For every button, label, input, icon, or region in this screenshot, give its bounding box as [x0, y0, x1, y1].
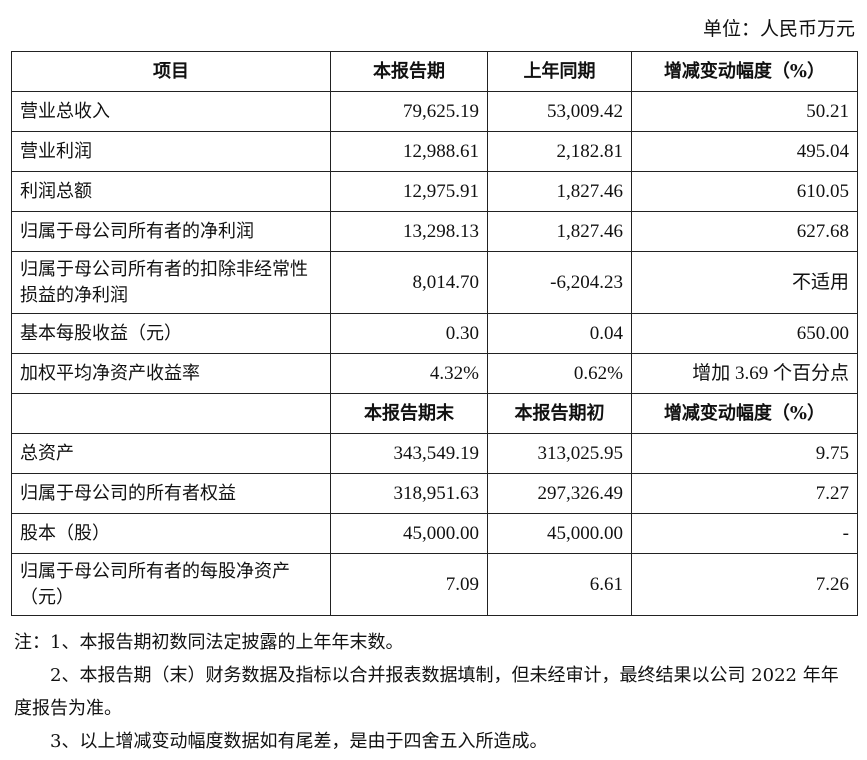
table-row: 股本（股） 45,000.00 45,000.00- [11, 513, 858, 554]
table-row: 归属于母公司所有者的扣除非经常性损益的净利润 8,014.70 -6,204.23 不… [11, 251, 858, 314]
cell-value: - [631, 513, 858, 554]
cell-value: 13,298.13 [330, 211, 488, 252]
column-header [11, 393, 331, 434]
cell-value: 313,025.95 [487, 433, 632, 474]
cell-value: 0.30 [330, 313, 488, 354]
cell-value: 0.04 [487, 313, 632, 354]
cell-value: 79,625.19 [330, 91, 488, 132]
table-row: 归属于母公司所有者的每股净资产（元） 7.09 6.61 7.26 [11, 553, 858, 616]
column-header: 项目 [11, 51, 331, 92]
row-label: 基本每股收益（元） [11, 313, 331, 354]
cell-value: 50.21 [631, 91, 858, 132]
column-header: 本报告期 [330, 51, 488, 92]
cell-value: 45,000.00 [330, 513, 488, 554]
cell-value: 12,988.61 [330, 131, 488, 172]
cell-value: 1,827.46 [487, 211, 632, 252]
cell-value: 495.04 [631, 131, 858, 172]
unit-label: 单位：人民币万元 [702, 18, 855, 40]
cell-value: 8,014.70 [330, 251, 488, 314]
row-label: 归属于母公司的所有者权益 [11, 473, 331, 514]
cell-value: 7.09 [330, 553, 488, 616]
note-1: 注：1、本报告期初数同法定披露的上年年末数。 [14, 632, 404, 653]
row-label: 股本（股） [11, 513, 331, 554]
column-header: 增减变动幅度（%） [631, 393, 858, 434]
financial-table: 项目 本报告期 上年同期 增减变动幅度（%） 营业总收入 79,625.19 53,009.… [11, 51, 858, 616]
table-row: 营业利润 12,988.61 2,182.81 495.04 [11, 131, 858, 172]
cell-value: 7.26 [631, 553, 858, 616]
row-label: 营业总收入 [11, 91, 331, 132]
cell-value: 343,549.19 [330, 433, 488, 474]
cell-value: 1,827.46 [487, 171, 632, 212]
cell-value: 45,000.00 [487, 513, 632, 554]
cell-value: 12,975.91 [330, 171, 488, 212]
note-2: 2、本报告期（末）财务数据及指标以合并报表数据填制，但未经审计，最终结果以公司 … [14, 665, 839, 719]
cell-value: 4.32% [330, 353, 488, 394]
table-row: 加权平均净资产收益率 4.32% 0.62% 增加 3.69 个百分点 [11, 353, 858, 394]
cell-value: 7.27 [631, 473, 858, 514]
column-header: 本报告期末 [330, 393, 488, 434]
note-3: 3、以上增减变动幅度数据如有尾差，是由于四舍五入所造成。 [50, 731, 548, 752]
cell-value: -6,204.23 [487, 251, 632, 314]
table-row: 归属于母公司所有者的净利润 13,298.13 1,827.46 627.68 [11, 211, 858, 252]
column-header: 本报告期初 [487, 393, 632, 434]
row-label: 加权平均净资产收益率 [11, 353, 331, 394]
cell-value: 297,326.49 [487, 473, 632, 514]
row-label: 利润总额 [11, 171, 331, 212]
row-label: 营业利润 [11, 131, 331, 172]
cell-value: 610.05 [631, 171, 858, 212]
cell-value: 增加 3.69 个百分点 [631, 353, 858, 394]
table-header-row: 项目 本报告期 上年同期 增减变动幅度（%） [11, 51, 858, 92]
column-header: 增减变动幅度（%） [631, 51, 858, 92]
cell-value: 53,009.42 [487, 91, 632, 132]
cell-value: 318,951.63 [330, 473, 488, 514]
cell-value: 0.62% [487, 353, 632, 394]
table-header-row: 本报告期末 本报告期初 增减变动幅度（%） [11, 393, 858, 434]
column-header: 上年同期 [487, 51, 632, 92]
table-row: 营业总收入 79,625.19 53,009.42 50.21 [11, 91, 858, 132]
cell-value: 不适用 [631, 251, 858, 314]
cell-value: 6.61 [487, 553, 632, 616]
row-label: 归属于母公司所有者的扣除非经常性损益的净利润 [11, 251, 331, 314]
row-label: 归属于母公司所有者的每股净资产（元） [11, 553, 331, 616]
cell-value: 627.68 [631, 211, 858, 252]
cell-value: 2,182.81 [487, 131, 632, 172]
table-row: 利润总额 12,975.91 1,827.46 610.05 [11, 171, 858, 212]
table-row: 基本每股收益（元） 0.30 0.04 650.00 [11, 313, 858, 354]
table-row: 总资产 343,549.19 313,025.95 9.75 [11, 433, 858, 474]
notes: 注：1、本报告期初数同法定披露的上年年末数。 2、本报告期（末）财务数据及指标以… [14, 626, 854, 758]
cell-value: 9.75 [631, 433, 858, 474]
cell-value: 650.00 [631, 313, 858, 354]
table-row: 归属于母公司的所有者权益 318,951.63 297,326.49 7.27 [11, 473, 858, 514]
row-label: 归属于母公司所有者的净利润 [11, 211, 331, 252]
row-label: 总资产 [11, 433, 331, 474]
